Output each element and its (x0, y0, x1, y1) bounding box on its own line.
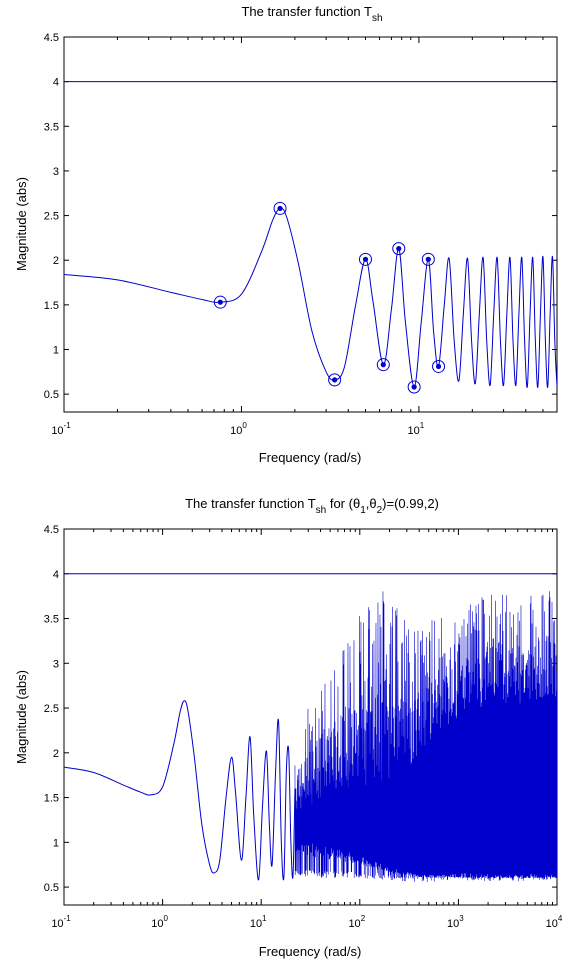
marker-ring (358, 252, 372, 266)
chart-top: The transfer function Tsh 0.5 1 1.5 2 2.5 3 3.… (14, 4, 558, 465)
marker-dot (380, 362, 386, 368)
x-tick-label: 102 (348, 914, 365, 930)
series-clip (64, 573, 557, 882)
chart-top-y-axis: 0.5 1 1.5 2 2.5 3 3.5 4 4.5 (44, 32, 557, 401)
marker-ring (376, 358, 390, 372)
x-tick-label: 104 (546, 914, 563, 930)
x-tick-label: 101 (250, 914, 267, 930)
series-dense-oscillation (294, 591, 557, 882)
y-tick-label: 1.5 (44, 300, 59, 312)
chart-top-series (64, 81, 557, 388)
x-tick-label: 103 (447, 914, 464, 930)
y-tick-label: 4.5 (44, 32, 59, 44)
marker-ring (421, 252, 435, 266)
y-tick-label: 3.5 (44, 614, 59, 626)
y-tick-label: 2 (53, 748, 59, 760)
y-tick-label: 2.5 (44, 703, 59, 715)
chart-bottom-title: The transfer function Tsh for (θ1,θ2)=(0… (185, 496, 439, 516)
chart-bottom-xlabel: Frequency (rad/s) (259, 944, 362, 959)
marker-ring (407, 380, 421, 394)
chart-top-markers (213, 201, 446, 394)
y-tick-label: 0.5 (44, 389, 59, 401)
x-tick-label: 100 (230, 421, 247, 437)
chart-bottom-series (64, 573, 557, 882)
chart-top-plot-area (63, 36, 558, 413)
marker-dot (217, 299, 223, 305)
chart-top-ylabel: Magnitude (abs) (14, 177, 29, 271)
marker-dot (425, 256, 431, 262)
chart-bottom-x-axis: 10-1 100 101 102 103 104 (51, 529, 563, 930)
chart-top-title: The transfer function Tsh (241, 4, 382, 24)
y-tick-label: 1.5 (44, 793, 59, 805)
y-tick-label: 1 (53, 837, 59, 849)
marker-dot (362, 256, 369, 262)
marker-ring (213, 295, 227, 309)
y-tick-label: 2.5 (44, 211, 59, 223)
marker-ring (328, 373, 342, 387)
series-clip (64, 81, 557, 388)
marker-dot (396, 246, 402, 252)
y-tick-label: 3.5 (44, 121, 59, 133)
marker-ring (392, 242, 406, 256)
chart-top-x-axis: 10-1 100 101 (51, 37, 544, 437)
y-tick-label: 4.5 (44, 524, 59, 536)
x-tick-label: 101 (408, 421, 425, 437)
chart-bottom-ylabel: Magnitude (abs) (14, 670, 29, 764)
y-tick-label: 2 (53, 255, 59, 267)
y-tick-label: 1 (53, 345, 59, 357)
x-tick-label: 10-1 (51, 914, 71, 930)
series-line-0 (64, 207, 557, 388)
x-tick-label: 10-1 (51, 421, 71, 437)
marker-ring (273, 201, 287, 215)
chart-top-xlabel: Frequency (rad/s) (259, 450, 362, 465)
x-tick-label: 100 (151, 914, 168, 930)
chart-bottom: The transfer function Tsh for (θ1,θ2)=(0… (14, 496, 563, 959)
marker-dot (332, 377, 338, 383)
y-tick-label: 3 (53, 166, 59, 178)
marker-ring (432, 359, 446, 373)
y-tick-label: 3 (53, 658, 59, 670)
y-tick-label: 4 (53, 569, 59, 581)
y-tick-label: 0.5 (44, 882, 59, 894)
y-tick-label: 4 (53, 77, 59, 89)
series-line-0 (64, 700, 296, 881)
marker-dot (277, 205, 283, 212)
marker-dot (411, 384, 417, 390)
marker-dot (435, 363, 442, 370)
